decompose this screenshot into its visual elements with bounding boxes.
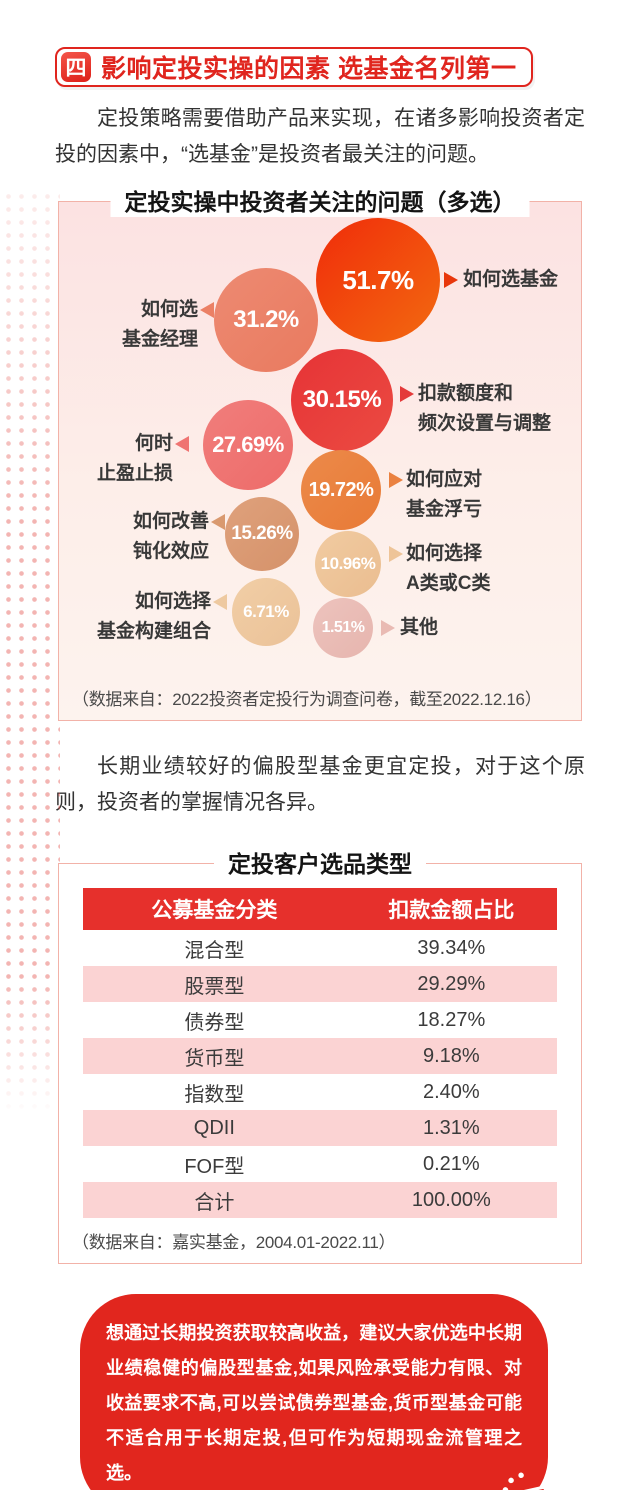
bubble: 31.2% [214, 268, 318, 372]
fund-type-table: 公募基金分类 扣款金额占比 混合型 39.34% 股票型 29.29% 债券型 18.27%… [83, 888, 557, 1218]
bubble-label: 如何选择 基金构建组合 [96, 591, 211, 642]
table-cell: 2.40% [422, 1080, 480, 1103]
column-header: 公募基金分类 [83, 888, 346, 930]
bubble-label: 如何选 基金经理 [121, 299, 198, 350]
table-row: QDII 1.31% [83, 1110, 557, 1146]
bubble-label: 如何改善 钝化效应 [132, 511, 209, 562]
megaphone-icon [502, 1472, 554, 1490]
table-cell: 合计 [83, 1182, 346, 1218]
table-cell: QDII [83, 1110, 346, 1146]
triangle-right-icon [389, 546, 403, 562]
bubble: 1.51% [313, 598, 373, 658]
table-cell: 100.00% [345, 1182, 557, 1218]
bubble-label: 何时 止盈止损 [96, 433, 173, 484]
triangle-left-icon [175, 436, 189, 452]
table-row: 债券型 18.27% [83, 1002, 557, 1038]
column-header: 扣款金额占比 [345, 888, 557, 930]
bubble-label: 其他 [400, 617, 439, 638]
table-cell: 9.18% [345, 1038, 557, 1074]
bubble: 51.7% [316, 218, 440, 342]
triangle-left-icon [213, 594, 227, 610]
triangle-right-icon [389, 472, 403, 488]
bubble: 19.72% [301, 450, 381, 530]
table-row: 货币型 9.18% [83, 1038, 557, 1074]
triangle-left-icon [200, 302, 214, 318]
advice-text: 想通过长期投资获取较高收益，建议大家优选中长期业绩稳健的偏股型基金,如果风险承受… [106, 1323, 522, 1483]
triangle-left-icon [211, 514, 225, 530]
triangle-right-icon [381, 620, 395, 636]
bubble: 27.69% [203, 400, 293, 490]
table-cell: 39.34% [417, 936, 486, 959]
bubble: 30.15% [291, 349, 393, 451]
bubble-chart-title: 定投实操中投资者关注的问题（多选） [110, 187, 530, 217]
bubble-label: 如何选择 A类或C类 [406, 543, 491, 594]
table-header: 公募基金分类 扣款金额占比 [83, 888, 557, 930]
table-row: 合计 100.00% [83, 1182, 557, 1218]
middle-paragraph: 长期业绩较好的偏股型基金更宜定投，对于这个原则，投资者的掌握情况各异。 [55, 755, 585, 814]
bubble-chart: 51.7% 31.2% 30.15% 27.69% 19.72% 15.26% 10.96%… [59, 202, 583, 722]
table-cell: 债券型 [184, 1011, 245, 1034]
table-header-row: 公募基金分类 扣款金额占比 [83, 888, 557, 930]
section-number-badge: 四 [61, 52, 91, 82]
table-row: FOF型 0.21% [83, 1146, 557, 1182]
triangle-right-icon [444, 272, 458, 288]
table-cell: 货币型 [83, 1038, 346, 1074]
selection-table-panel: 定投客户选品类型 公募基金分类 扣款金额占比 混合型 39.34% 股票型 29.29%… [58, 849, 582, 1264]
intro-paragraph: 定投策略需要借助产品来实现，在诸多影响投资者定投的因素中，“选基金”是投资者最关… [55, 107, 585, 166]
triangle-right-icon [400, 386, 414, 402]
bubble-chart-source: （数据来自：2022投资者定投行为调查问卷，截至2022.12.16） [72, 690, 542, 709]
halftone-dot-pattern [2, 190, 60, 1115]
table-cell: 指数型 [184, 1083, 245, 1106]
bubble: 10.96% [315, 531, 381, 597]
bubble-label: 如何应对 基金浮亏 [406, 469, 483, 520]
table-body: 混合型 39.34% 股票型 29.29% 债券型 18.27% 货币型 9.18% 指数型 2.… [83, 930, 557, 1218]
advice-callout: 想通过长期投资获取较高收益，建议大家优选中长期业绩稳健的偏股型基金,如果风险承受… [80, 1294, 554, 1490]
table-row: 股票型 29.29% [83, 966, 557, 1002]
table-row: 混合型 39.34% [83, 930, 557, 966]
bubble: 6.71% [232, 578, 300, 646]
table-cell: 0.21% [422, 1152, 480, 1175]
table-source: （数据来自：嘉实基金，2004.01-2022.11） [72, 1233, 396, 1252]
table-cell: 29.29% [345, 966, 557, 1002]
table-cell: 股票型 [83, 966, 346, 1002]
bubble-label: 如何选基金 [463, 269, 559, 290]
section-title: 影响定投实操的因素 选基金名列第一 [101, 55, 517, 83]
table-cell: 1.31% [345, 1110, 557, 1146]
bubble-chart-panel: 定投实操中投资者关注的问题（多选） 51.7% 31.2% 30.15% 27.69%… [58, 187, 583, 722]
section-header-banner: 四 影响定投实操的因素 选基金名列第一 [55, 47, 533, 87]
table-title: 定投客户选品类型 [214, 849, 426, 879]
bubble-label: 扣款额度和 频次设置与调整 [418, 383, 552, 434]
table-cell: 18.27% [417, 1008, 486, 1031]
bubble: 15.26% [225, 497, 299, 571]
table-cell: 混合型 [184, 939, 245, 962]
table-cell: FOF型 [184, 1155, 245, 1178]
table-row: 指数型 2.40% [83, 1074, 557, 1110]
